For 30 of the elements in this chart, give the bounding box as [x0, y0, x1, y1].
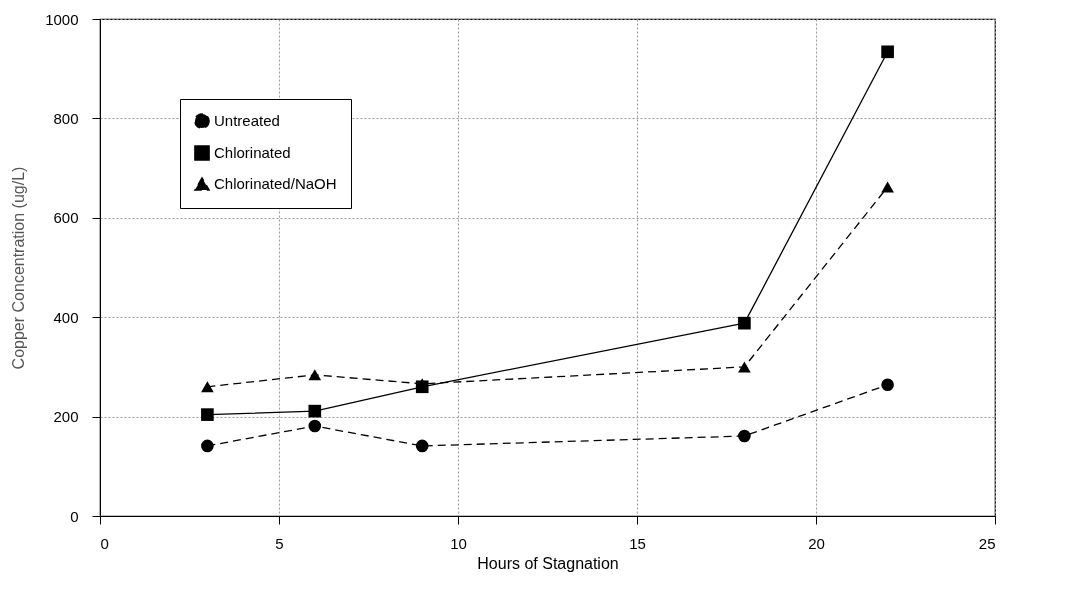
y-tick-label: 400	[53, 308, 79, 326]
y-tick-label: 200	[53, 408, 79, 426]
x-tick-label: 10	[450, 534, 467, 552]
point	[308, 369, 322, 381]
x-tick-label: 5	[275, 534, 284, 552]
point	[415, 439, 429, 453]
point	[308, 419, 322, 433]
point	[881, 378, 894, 392]
legend-label: Chlorinated/NaOH	[214, 175, 337, 192]
point	[738, 429, 751, 443]
point	[881, 45, 894, 59]
x-axis-title: Hours of Stagnation	[477, 554, 619, 572]
x-tick-label: 0	[100, 534, 109, 552]
y-tick-label: 800	[53, 109, 79, 127]
x-tick-label: 15	[629, 534, 646, 552]
point	[308, 404, 322, 418]
point	[201, 408, 214, 421]
point	[201, 439, 214, 453]
x-tick-label: 20	[808, 534, 825, 552]
y-tick-label: 600	[53, 209, 79, 227]
x-tick-label: 25	[978, 534, 996, 552]
point	[738, 316, 751, 330]
legend-label: Untreated	[214, 112, 280, 129]
point	[201, 381, 214, 393]
y-axis-title: Copper Concentration (ug/L)	[10, 166, 28, 370]
point	[881, 181, 894, 193]
y-tick-label: 1000	[45, 10, 79, 28]
legend-label: Chlorinated	[214, 144, 291, 161]
y-tick-label: 0	[70, 507, 79, 525]
point	[738, 361, 751, 373]
